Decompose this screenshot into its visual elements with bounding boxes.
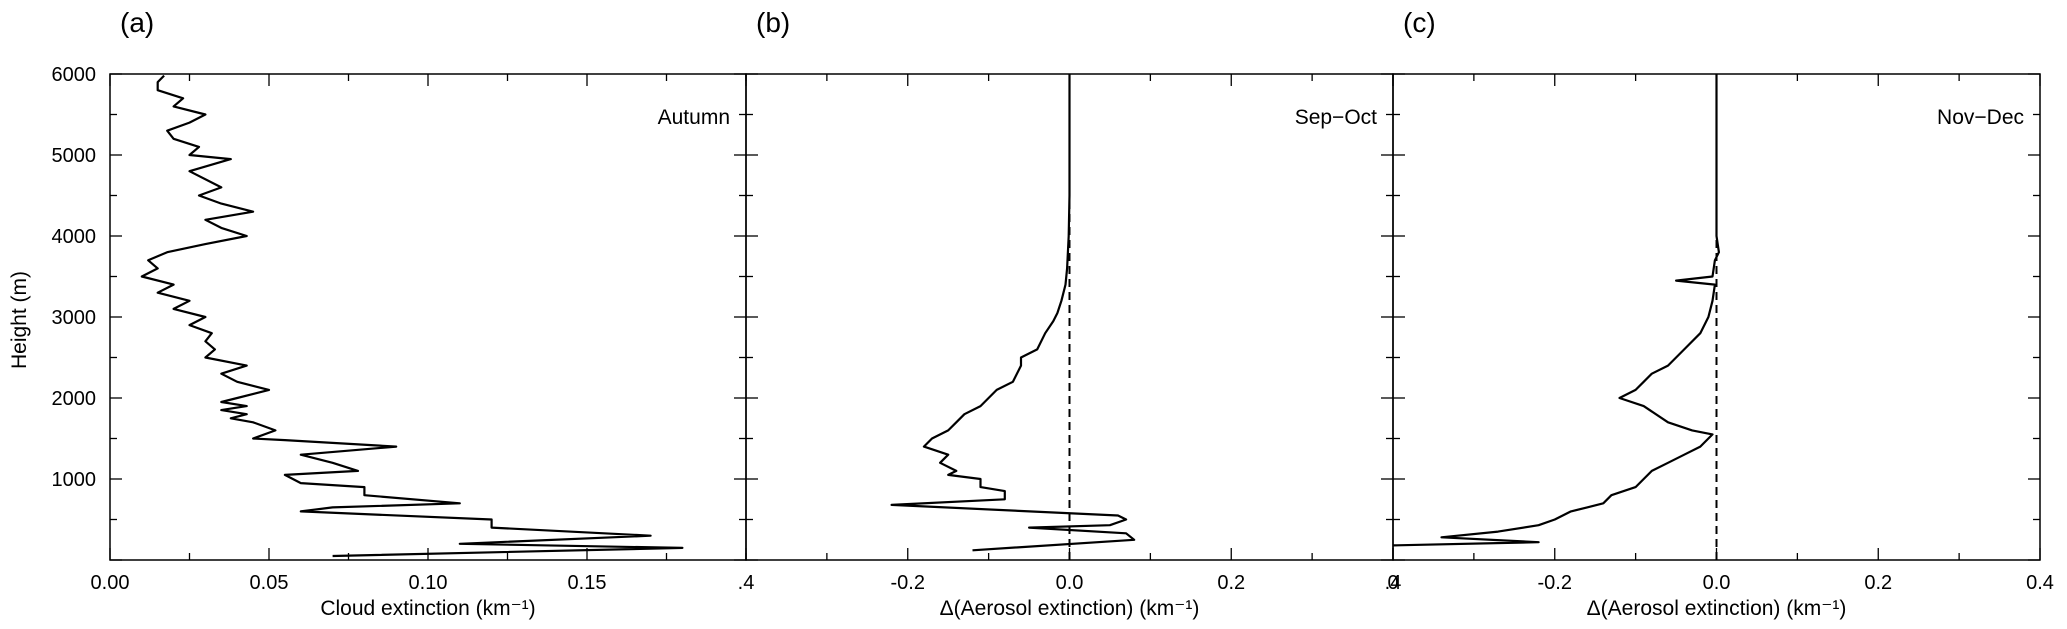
x-tick-label: .4: [1385, 572, 1402, 594]
y-tick-label: 5000: [52, 145, 97, 167]
x-tick-label: 0.10: [409, 572, 448, 594]
y-tick-label: 4000: [52, 226, 97, 248]
x-tick-label: 0.4: [2026, 572, 2054, 594]
y-tick-label: 2000: [52, 388, 97, 410]
x-axis-title: Cloud extinction (km⁻¹): [320, 597, 535, 620]
panels: 0.00 0.05 0.10 0.15100020003000400050006000…: [52, 7, 2054, 620]
data-line: [140, 74, 684, 558]
x-tick-label: 0.2: [1217, 572, 1245, 594]
y-tick-label: 1000: [52, 469, 97, 491]
x-tick-label: 0.0: [1056, 572, 1084, 594]
x-tick-label: 0.0: [1703, 572, 1731, 594]
x-tick-label: .4: [738, 572, 755, 594]
panel-b: .4 -0.2 0.0 0.2 0 (b) Sep−Oct Δ(Aerosol extinct…: [738, 7, 1399, 620]
season-annotation: Autumn: [658, 106, 730, 129]
x-tick-label: 0.00: [91, 572, 130, 594]
x-tick-label: 0: [1387, 572, 1398, 594]
data-line: [890, 74, 1136, 552]
y-tick-label: 3000: [52, 307, 97, 329]
panel-letter: (a): [120, 7, 154, 38]
y-axis-title: Height (m): [8, 271, 31, 369]
panel-letter: (c): [1403, 7, 1436, 38]
x-tick-label: 0.15: [568, 572, 607, 594]
x-tick-label: 0.2: [1864, 572, 1892, 594]
x-tick-label: -0.2: [1538, 572, 1572, 594]
x-tick-label: 0.05: [250, 572, 289, 594]
x-axis-title: Δ(Aerosol extinction) (km⁻¹): [1587, 597, 1847, 620]
x-tick-label: -0.2: [891, 572, 925, 594]
panel-c: .4 -0.2 0.0 0.2 0.4 (c) Nov−Dec Δ(Aerosol extin…: [1385, 7, 2054, 620]
x-axis-title: Δ(Aerosol extinction) (km⁻¹): [940, 597, 1200, 620]
data-line: [1392, 74, 1720, 547]
panel-a: 0.00 0.05 0.10 0.15 1000 2000 3000 4000 5000 6000…: [52, 7, 747, 620]
season-annotation: Sep−Oct: [1295, 106, 1377, 129]
panel-letter: (b): [756, 7, 790, 38]
season-annotation: Nov−Dec: [1937, 106, 2024, 129]
y-tick-label: 6000: [52, 64, 97, 86]
